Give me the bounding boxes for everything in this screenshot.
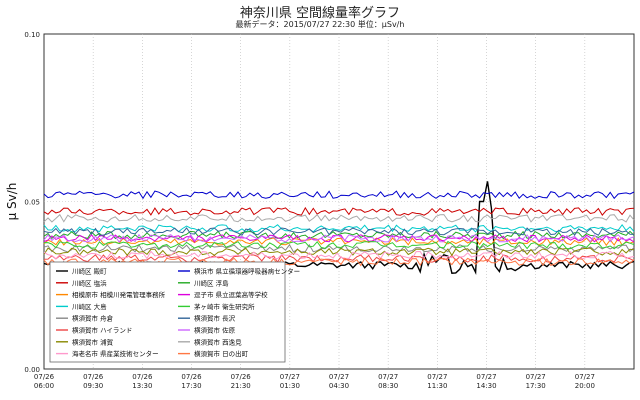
x-tick-date: 07/27 — [280, 373, 300, 381]
series-line — [43, 233, 635, 243]
legend-label: 川崎区 浮島 — [194, 278, 229, 287]
x-tick-date: 07/27 — [476, 373, 496, 381]
legend-label: 川崎区 塩浜 — [72, 278, 107, 287]
series-line — [43, 247, 635, 257]
legend-label: 川崎区 殿町 — [72, 267, 107, 276]
x-tick-date: 07/27 — [427, 373, 447, 381]
x-tick-date: 07/26 — [132, 373, 153, 381]
x-tick-time: 11:30 — [427, 382, 447, 390]
legend-label: 相模原市 相模川発電管理事務所 — [72, 290, 166, 299]
x-tick-date: 07/27 — [329, 373, 349, 381]
series-line — [43, 227, 635, 237]
legend-label: 横須賀市 西逸見 — [194, 337, 242, 346]
chart-title: 神奈川県 空間線量率グラフ — [239, 6, 401, 21]
legend-label: 横須賀市 ハイランド — [72, 326, 132, 335]
legend-box — [49, 261, 286, 363]
legend-label: 横須賀市 舟倉 — [72, 314, 114, 323]
x-tick-time: 06:00 — [34, 382, 54, 390]
x-tick-time: 04:30 — [329, 382, 349, 390]
x-tick-date: 07/27 — [526, 373, 546, 381]
x-tick-time: 01:30 — [280, 382, 300, 390]
x-tick-time: 13:30 — [132, 382, 152, 390]
series-line — [43, 240, 635, 250]
series-line — [43, 213, 635, 223]
x-tick-time: 21:30 — [231, 382, 251, 390]
series-line — [43, 243, 635, 253]
x-tick-time: 08:30 — [378, 382, 398, 390]
legend-label: 横須賀市 浦賀 — [72, 337, 114, 346]
y-tick-label: 0.05 — [24, 199, 40, 207]
legend-label: 川崎区 大島 — [72, 302, 107, 311]
y-axis-label: μ Sv/h — [5, 183, 19, 221]
series-line — [43, 233, 635, 243]
legend-label: 海老名市 県産業技術センター — [72, 349, 159, 358]
y-tick-label: 0.10 — [24, 31, 40, 39]
legend-label: 横須賀市 長沢 — [194, 314, 236, 323]
legend-label: 逗子市 県立逗葉高等学校 — [194, 290, 268, 299]
x-tick-time: 17:30 — [526, 382, 546, 390]
series-line — [43, 190, 635, 200]
legend-label: 横須賀市 日の出町 — [194, 349, 249, 358]
legend-label: 横須賀市 佐原 — [194, 326, 236, 335]
x-tick-time: 14:30 — [476, 382, 496, 390]
series-line — [43, 230, 635, 240]
x-tick-date: 07/26 — [83, 373, 104, 381]
x-tick-time: 17:30 — [181, 382, 201, 390]
x-tick-date: 07/26 — [34, 373, 55, 381]
x-tick-date: 07/27 — [378, 373, 398, 381]
legend-label: 茅ヶ崎市 衛生研究所 — [194, 302, 255, 311]
series-line — [43, 206, 635, 216]
x-tick-date: 07/26 — [231, 373, 252, 381]
series-line — [43, 250, 635, 260]
x-tick-date: 07/27 — [575, 373, 595, 381]
legend-label: 横浜市 県立循環器呼吸器病センター — [194, 267, 300, 276]
x-tick-time: 20:00 — [575, 382, 595, 390]
y-tick-label: 0.00 — [24, 366, 40, 374]
x-tick-date: 07/26 — [181, 373, 202, 381]
series-line — [43, 257, 635, 267]
x-tick-time: 09:30 — [83, 382, 103, 390]
chart-subtitle: 最新データ：2015/07/27 22:30 単位：μSv/h — [235, 20, 405, 29]
